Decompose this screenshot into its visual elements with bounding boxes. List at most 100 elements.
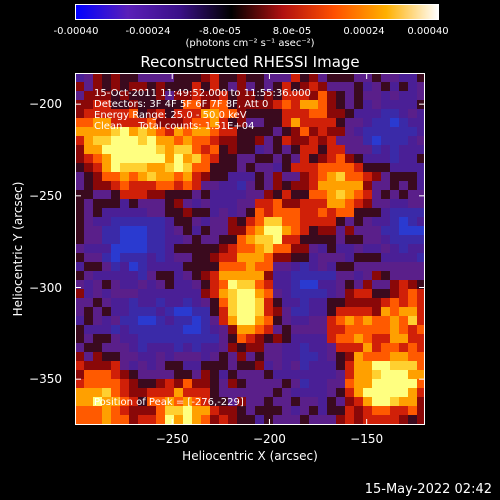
heatmap-cell	[372, 334, 382, 344]
heatmap-cell	[165, 181, 175, 191]
heatmap-cell	[300, 289, 310, 299]
heatmap-cell	[201, 199, 211, 209]
heatmap-cell	[336, 325, 346, 335]
heatmap-cell	[147, 334, 157, 344]
heatmap-cell	[138, 199, 148, 209]
heatmap-cell	[255, 334, 265, 344]
heatmap-cell	[102, 217, 112, 227]
heatmap-cell	[273, 163, 283, 173]
heatmap-cell	[147, 226, 157, 236]
heatmap-cell	[354, 172, 364, 182]
x-tick-label: −250	[155, 432, 189, 446]
heatmap-cell	[291, 73, 301, 83]
heatmap-cell	[345, 136, 355, 146]
heatmap-cell	[210, 127, 220, 137]
heatmap-cell	[255, 397, 265, 407]
heatmap-cell	[327, 145, 337, 155]
heatmap-cell	[264, 415, 274, 425]
heatmap-cell	[111, 208, 121, 218]
heatmap-cell	[399, 163, 409, 173]
heatmap-cell	[354, 361, 364, 371]
heatmap-cell	[102, 136, 112, 146]
heatmap-cell	[354, 145, 364, 155]
x-axis-label: Heliocentric X (arcsec)	[182, 449, 318, 463]
heatmap-cell	[291, 118, 301, 128]
heatmap-cell	[273, 352, 283, 362]
heatmap-cell	[354, 325, 364, 335]
heatmap-cell	[183, 361, 193, 371]
heatmap-cell	[183, 253, 193, 263]
heatmap-cell	[408, 217, 418, 227]
heatmap-cell	[291, 307, 301, 317]
heatmap-cell	[174, 415, 184, 425]
heatmap-cell	[354, 100, 364, 110]
heatmap-cell	[264, 226, 274, 236]
heatmap-cell	[165, 100, 175, 110]
heatmap-cell	[183, 388, 193, 398]
heatmap-cell	[291, 388, 301, 398]
heatmap-cell	[372, 172, 382, 182]
heatmap-cell	[228, 100, 238, 110]
heatmap-cell	[309, 334, 319, 344]
heatmap-cell	[201, 379, 211, 389]
heatmap-cell	[399, 100, 409, 110]
heatmap-cell	[102, 208, 112, 218]
heatmap-cell	[273, 73, 283, 83]
heatmap-cell	[228, 262, 238, 272]
heatmap-cell	[255, 406, 265, 416]
heatmap-cell	[300, 334, 310, 344]
heatmap-cell	[210, 145, 220, 155]
heatmap-cell	[228, 73, 238, 83]
heatmap-cell	[264, 262, 274, 272]
heatmap-cell	[183, 316, 193, 326]
heatmap-cell	[300, 325, 310, 335]
heatmap-cell	[363, 262, 373, 272]
heatmap-cell	[354, 397, 364, 407]
colorbar	[75, 4, 439, 20]
heatmap-cell	[318, 289, 328, 299]
heatmap-cell	[138, 244, 148, 254]
heatmap-cell	[255, 343, 265, 353]
heatmap-cell	[156, 217, 166, 227]
heatmap-cell	[237, 118, 247, 128]
heatmap-cell	[309, 190, 319, 200]
heatmap-cell	[264, 316, 274, 326]
heatmap-cell	[300, 235, 310, 245]
heatmap-cell	[102, 262, 112, 272]
heatmap-cell	[417, 118, 425, 128]
heatmap-cell	[264, 145, 274, 155]
heatmap-cell	[93, 415, 103, 425]
heatmap-cell	[129, 136, 139, 146]
heatmap-cell	[192, 379, 202, 389]
heatmap-cell	[345, 280, 355, 290]
heatmap-cell	[363, 316, 373, 326]
heatmap-cell	[354, 181, 364, 191]
heatmap-cell	[174, 343, 184, 353]
heatmap-cell	[138, 388, 148, 398]
heatmap-cell	[183, 190, 193, 200]
heatmap-cell	[237, 154, 247, 164]
heatmap-cell	[327, 73, 337, 83]
heatmap-cell	[399, 226, 409, 236]
heatmap-cell	[300, 199, 310, 209]
heatmap-cell	[372, 145, 382, 155]
heatmap-cell	[291, 406, 301, 416]
heatmap-cell	[264, 154, 274, 164]
heatmap-cell	[84, 217, 94, 227]
heatmap-cell	[282, 244, 292, 254]
heatmap-cell	[372, 190, 382, 200]
heatmap-cell	[237, 352, 247, 362]
heatmap-cell	[372, 181, 382, 191]
heatmap-cell	[219, 370, 229, 380]
heatmap-cell	[390, 226, 400, 236]
heatmap-cell	[174, 91, 184, 101]
heatmap-cell	[255, 109, 265, 119]
heatmap-cell	[390, 208, 400, 218]
heatmap-cell	[327, 244, 337, 254]
heatmap-cell	[102, 145, 112, 155]
heatmap-cell	[84, 352, 94, 362]
colorbar-gradient	[76, 5, 438, 19]
heatmap-cell	[183, 109, 193, 119]
heatmap-cell	[174, 289, 184, 299]
heatmap-cell	[417, 226, 425, 236]
